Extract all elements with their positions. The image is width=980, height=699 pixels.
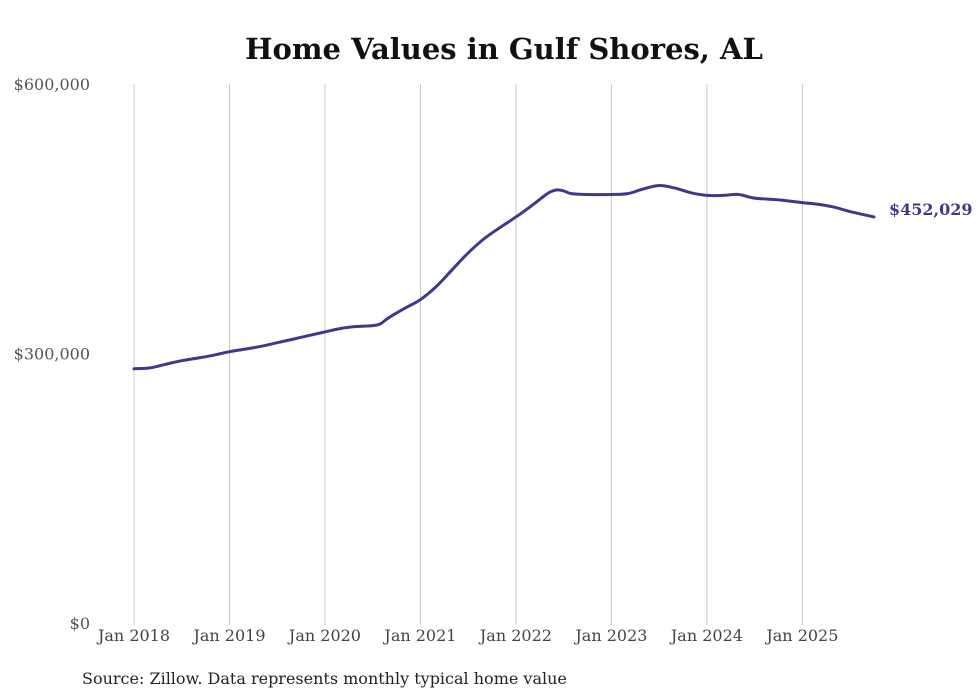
end-value-label: $452,029 xyxy=(889,200,973,219)
x-tick-label: Jan 2020 xyxy=(287,626,361,645)
y-tick-label: $0 xyxy=(70,614,90,633)
series-group xyxy=(132,184,876,371)
x-tick-label: Jan 2021 xyxy=(382,626,456,645)
y-axis-ticks: $0 $300,000 $600,000 xyxy=(14,75,90,633)
x-axis-ticks: Jan 2018 Jan 2019 Jan 2020 Jan 2021 Jan 2022… xyxy=(96,626,838,645)
x-tick-label: Jan 2018 xyxy=(96,626,170,645)
x-tick-label: Jan 2022 xyxy=(478,626,552,645)
chart-title: Home Values in Gulf Shores, AL xyxy=(245,32,763,66)
home-value-line xyxy=(132,184,876,371)
x-tick-label: Jan 2025 xyxy=(764,626,838,645)
source-note: Source: Zillow. Data represents monthly … xyxy=(82,669,567,688)
x-tick-label: Jan 2024 xyxy=(669,626,743,645)
y-tick-label: $600,000 xyxy=(14,75,90,94)
vertical-grid xyxy=(133,84,803,625)
x-tick-label: Jan 2023 xyxy=(573,626,647,645)
x-tick-label: Jan 2019 xyxy=(191,626,265,645)
y-tick-label: $300,000 xyxy=(14,345,90,364)
